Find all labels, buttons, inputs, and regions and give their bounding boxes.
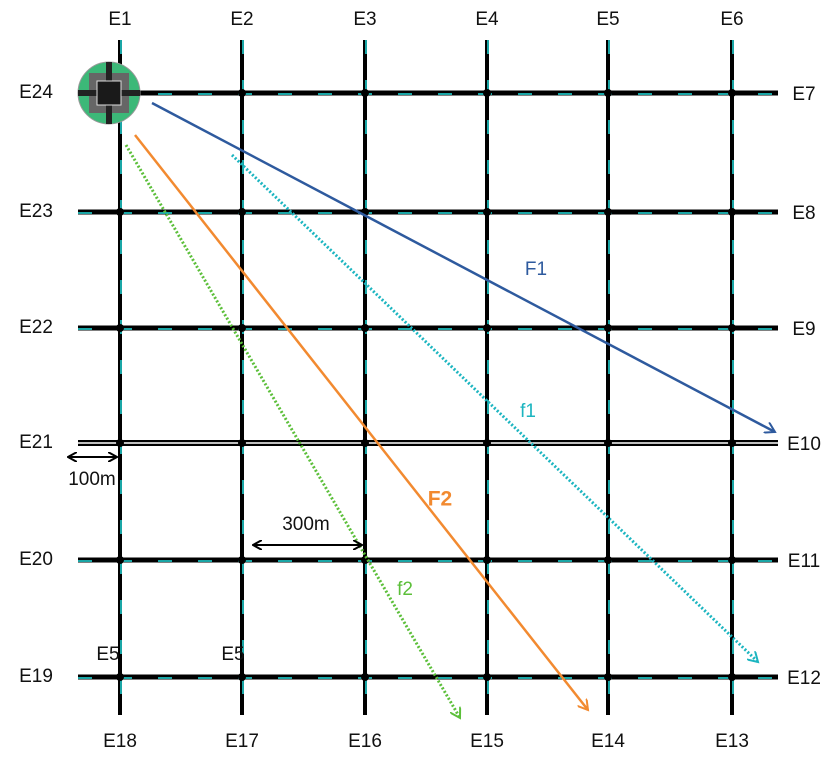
intersection <box>361 556 369 564</box>
edge-label: E11 <box>788 551 820 572</box>
flows: F1 F2 f1 f2 <box>124 101 775 718</box>
flow-label: f2 <box>397 579 413 600</box>
edge-label: E5 <box>596 9 619 30</box>
intersection <box>116 556 124 564</box>
edge-label: E7 <box>792 84 815 105</box>
edge-label: E22 <box>19 317 53 338</box>
intersection <box>604 89 612 97</box>
intersection <box>361 673 369 681</box>
flow-f2-arrow <box>124 144 462 718</box>
intersection <box>483 324 491 332</box>
intersection <box>483 89 491 97</box>
edge-label: E17 <box>225 731 259 752</box>
flow-F1-arrow <box>151 101 775 432</box>
edge-label: E13 <box>715 731 749 752</box>
edge-label: E10 <box>787 434 821 455</box>
intersection-icon <box>77 61 141 125</box>
intersection <box>604 208 612 216</box>
intersection <box>483 439 491 447</box>
intersection <box>116 439 124 447</box>
edge-label: E2 <box>230 9 253 30</box>
distance-label: 100m <box>68 469 116 490</box>
edge-label: E20 <box>19 549 53 570</box>
flow-label: F1 <box>525 259 547 280</box>
intersection <box>238 673 246 681</box>
intersection <box>728 89 736 97</box>
flow-label: f1 <box>520 401 536 422</box>
intersection <box>483 673 491 681</box>
edge-labels: E1 E2 E3 E4 E5 E6 E18 E17 E16 E15 E14 E13 E24 E23 E22 E… <box>19 9 821 752</box>
intersection <box>116 673 124 681</box>
intersection <box>361 439 369 447</box>
flow-label: F2 <box>428 488 453 511</box>
intersection <box>728 208 736 216</box>
distance-markers: 100m 300m E5 E5 <box>68 457 362 665</box>
distance-label: 300m <box>282 514 330 535</box>
edge-label: E6 <box>720 9 743 30</box>
edge-label: E16 <box>348 731 382 752</box>
edge-label: E14 <box>591 731 625 752</box>
intersection <box>238 439 246 447</box>
intersection <box>483 556 491 564</box>
intersection <box>604 324 612 332</box>
intersection <box>361 324 369 332</box>
intersection <box>728 556 736 564</box>
intersection <box>604 439 612 447</box>
road-label: E5 <box>221 644 244 665</box>
edge-label: E23 <box>19 201 53 222</box>
edge-label: E3 <box>353 9 376 30</box>
roads <box>78 40 778 715</box>
flow-F2-arrow <box>134 134 588 710</box>
intersection <box>604 556 612 564</box>
flow-f1-arrow <box>230 153 758 662</box>
intersection <box>728 439 736 447</box>
intersection <box>361 89 369 97</box>
intersection <box>604 673 612 681</box>
edge-label: E8 <box>792 203 815 224</box>
intersection <box>483 208 491 216</box>
edge-label: E18 <box>103 731 137 752</box>
intersection <box>238 556 246 564</box>
road-label: E5 <box>96 644 119 665</box>
edge-label: E12 <box>787 668 821 689</box>
intersection <box>116 324 124 332</box>
intersection <box>116 208 124 216</box>
intersection <box>238 208 246 216</box>
intersection <box>238 89 246 97</box>
intersection <box>728 324 736 332</box>
intersection <box>728 673 736 681</box>
edge-label: E15 <box>470 731 504 752</box>
edge-label: E19 <box>19 666 53 687</box>
edge-label: E24 <box>19 82 53 103</box>
edge-label: E9 <box>792 319 815 340</box>
edge-label: E1 <box>108 9 131 30</box>
intersection <box>238 324 246 332</box>
edge-label: E4 <box>475 9 499 30</box>
edge-label: E21 <box>19 432 53 453</box>
